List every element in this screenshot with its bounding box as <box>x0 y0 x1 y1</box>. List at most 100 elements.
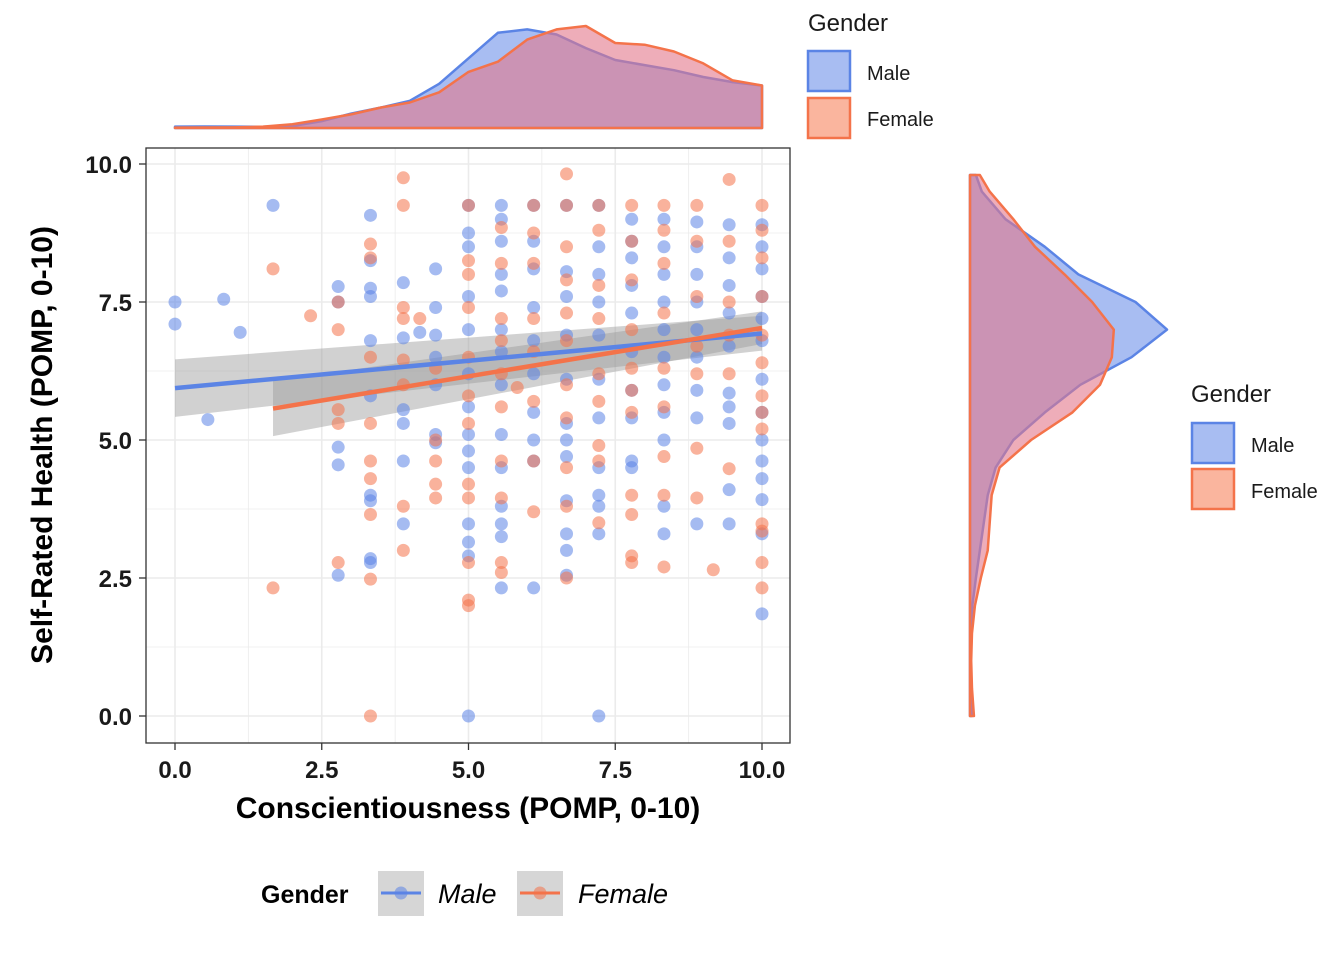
bottom-legend-label-female: Female <box>578 879 668 909</box>
data-point-male <box>560 450 574 464</box>
data-point-male <box>690 350 704 364</box>
y-axis-title: Self-Rated Health (POMP, 0-10) <box>26 226 59 664</box>
data-point-male <box>462 535 475 549</box>
data-point-male <box>494 323 508 337</box>
data-point-male <box>625 461 639 475</box>
data-point-female <box>722 462 736 476</box>
data-point-male <box>690 517 704 531</box>
data-point-male <box>429 328 443 342</box>
x-axis-title: Conscientiousness (POMP, 0-10) <box>236 792 701 825</box>
x-density-female <box>173 24 764 130</box>
right-legend-label-female: Female <box>1251 481 1318 503</box>
data-point-female <box>690 339 704 353</box>
data-point-female <box>722 172 736 186</box>
data-point-female <box>625 405 639 419</box>
data-point-male <box>494 284 508 298</box>
right-legend-key-female <box>1190 467 1236 511</box>
data-point-female <box>396 353 410 367</box>
data-point-male <box>494 517 508 531</box>
data-point-male <box>722 386 736 400</box>
data-point-female <box>462 198 475 212</box>
bottom-legend-key-male-point <box>394 886 408 900</box>
data-point-female <box>560 198 574 212</box>
data-point-female <box>657 400 671 414</box>
data-point-male <box>592 328 606 342</box>
y-tick-label: 7.5 <box>99 290 132 317</box>
data-point-female <box>363 237 377 251</box>
data-point-female <box>363 251 377 265</box>
data-point-female <box>429 477 443 491</box>
data-point-female <box>527 226 541 240</box>
data-point-male <box>462 517 475 531</box>
data-point-female <box>494 400 508 414</box>
data-point-female <box>462 416 475 430</box>
data-point-male <box>592 240 606 254</box>
data-point-female <box>657 361 671 375</box>
data-point-male <box>657 433 671 447</box>
data-point-male <box>657 240 671 254</box>
data-point-female <box>625 488 639 502</box>
x-tick-label: 10.0 <box>739 757 786 784</box>
data-point-female <box>690 234 704 248</box>
data-point-female <box>331 403 345 417</box>
data-point-female <box>560 167 574 181</box>
data-point-female <box>462 491 475 505</box>
data-point-female <box>494 454 508 468</box>
data-point-male <box>527 334 541 348</box>
data-point-male <box>331 280 345 294</box>
data-point-male <box>429 301 443 315</box>
data-point-male <box>462 400 475 414</box>
data-point-female <box>755 356 769 370</box>
data-point-male <box>755 472 769 486</box>
data-point-female <box>560 411 574 425</box>
data-point-male <box>690 383 704 397</box>
data-point-male <box>494 267 508 281</box>
data-point-female <box>690 367 704 381</box>
data-point-male <box>168 317 182 331</box>
top-legend-key-male <box>806 49 852 93</box>
data-point-male <box>527 405 541 419</box>
data-point-female <box>462 301 475 315</box>
data-point-male <box>625 212 639 226</box>
data-point-male <box>462 289 475 303</box>
data-point-female <box>657 198 671 212</box>
top-legend: Gender Male Female <box>806 10 934 140</box>
data-point-female <box>560 240 574 254</box>
data-point-female <box>494 220 508 234</box>
data-point-male <box>494 345 508 359</box>
x-tick-label: 0.0 <box>158 757 191 784</box>
y-axis-ticks: 0.0 2.5 5.0 7.5 10.0 <box>85 152 146 731</box>
data-point-male <box>592 488 606 502</box>
data-point-male <box>690 411 704 425</box>
data-point-male <box>722 278 736 292</box>
data-point-male <box>722 339 736 353</box>
data-point-male <box>755 607 769 621</box>
data-point-male <box>527 581 541 595</box>
data-point-male <box>233 325 247 339</box>
data-point-female <box>592 312 606 326</box>
data-point-female <box>363 454 377 468</box>
top-legend-label-male: Male <box>867 63 910 85</box>
data-point-male <box>625 251 639 265</box>
data-point-male <box>396 416 410 430</box>
data-point-male <box>462 444 475 458</box>
data-point-male <box>396 403 410 417</box>
data-point-female <box>625 508 639 522</box>
data-point-female <box>462 389 475 403</box>
data-point-male <box>657 378 671 392</box>
data-point-male <box>722 400 736 414</box>
data-point-male <box>625 306 639 320</box>
data-point-female <box>690 441 704 455</box>
data-point-male <box>363 289 377 303</box>
data-point-female <box>690 289 704 303</box>
data-point-female <box>625 361 639 375</box>
scatter-panel: 0.0 2.5 5.0 7.5 10.0 0.0 2.5 5.0 7.5 10.0 <box>85 147 791 784</box>
data-point-female <box>363 416 377 430</box>
x-axis-ticks: 0.0 2.5 5.0 7.5 10.0 <box>158 743 785 784</box>
data-point-male <box>429 350 443 364</box>
data-point-male <box>722 218 736 232</box>
data-point-male <box>755 240 769 254</box>
top-legend-key-female <box>806 96 852 140</box>
data-point-male <box>266 198 280 212</box>
